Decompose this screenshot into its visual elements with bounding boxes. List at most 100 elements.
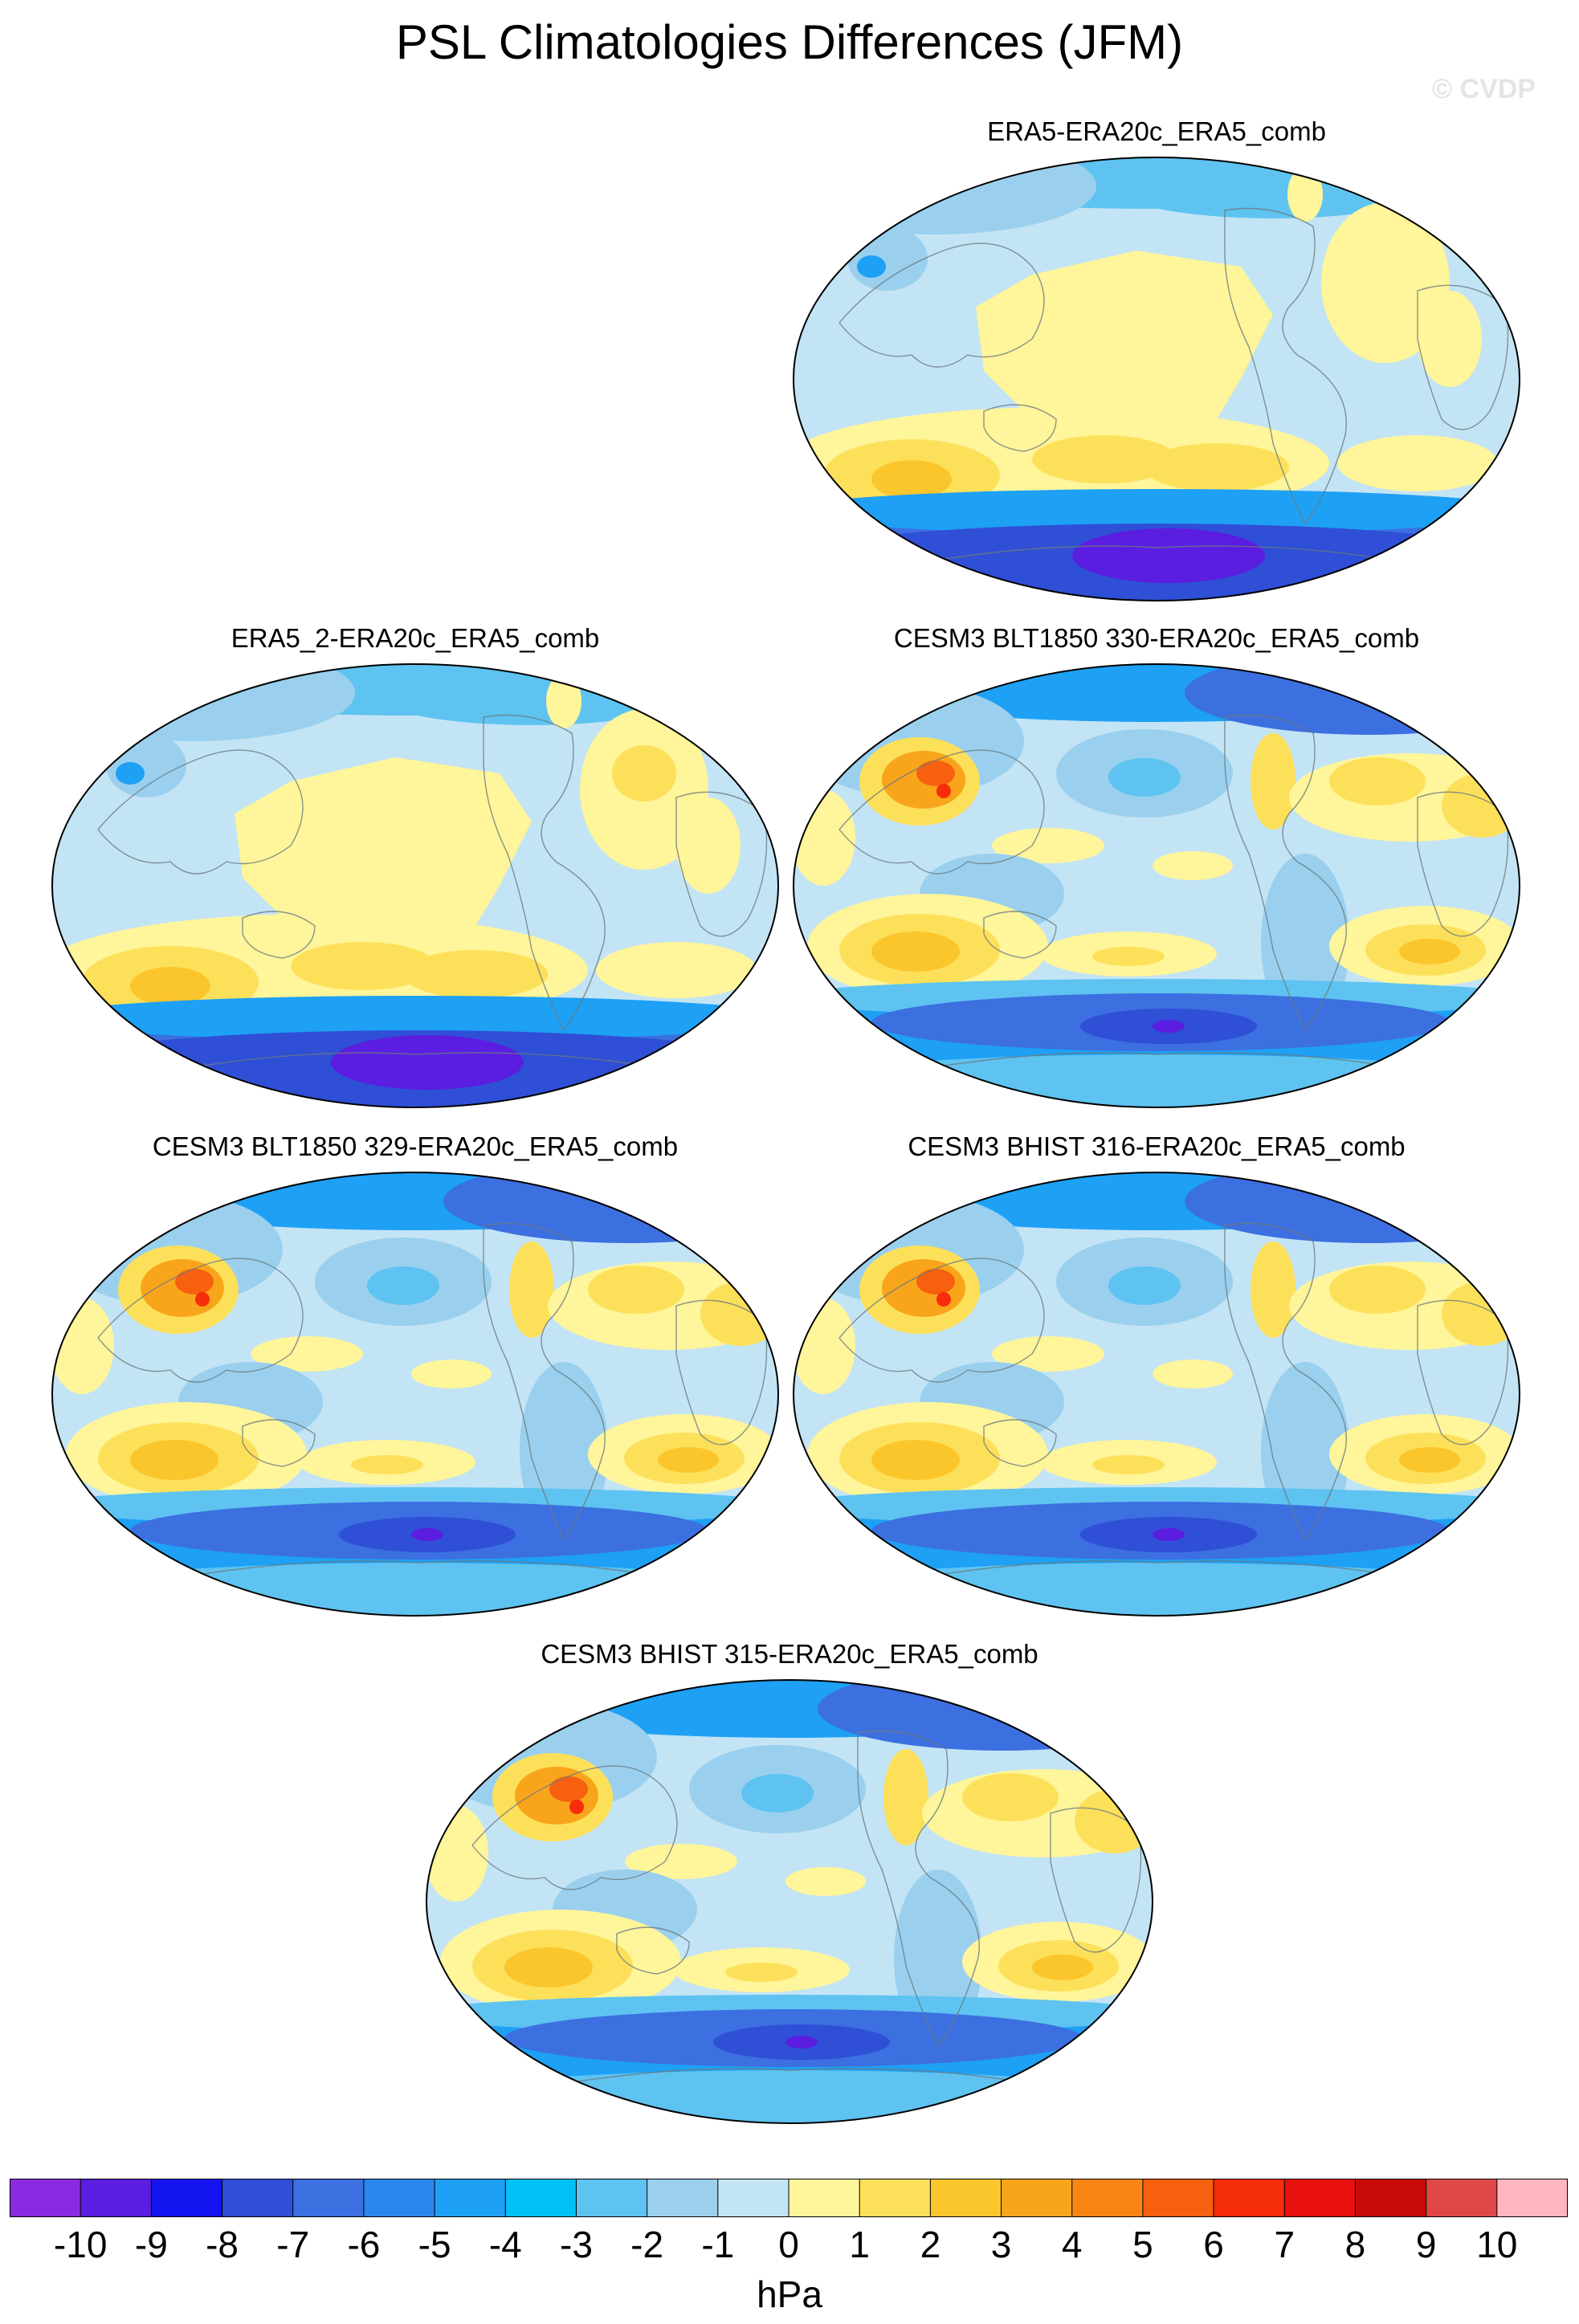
colorbar-tick-label: -10	[53, 2224, 108, 2265]
colorbar-box	[647, 2179, 719, 2217]
coastline-asia	[471, 1765, 678, 1890]
colorbar-tick-label: -6	[347, 2224, 381, 2265]
field-contour	[509, 1242, 554, 1338]
panel-title: ERA5-ERA20c_ERA5_comb	[987, 116, 1326, 146]
colorbar-box	[930, 2179, 1002, 2217]
map-canvas	[426, 1679, 1153, 2124]
field-contour	[411, 1528, 443, 1541]
coastline-asia	[97, 1258, 304, 1383]
map-border	[426, 1679, 1153, 2124]
field-contour	[976, 251, 1273, 435]
colorbar-units: hPa	[757, 2273, 822, 2315]
colorbar-tick-label: 10	[1476, 2224, 1518, 2265]
field-contour	[916, 760, 955, 786]
field-contour	[1251, 733, 1295, 830]
field-contour	[612, 745, 676, 801]
field-contour	[847, 226, 928, 291]
coastline-antarctica	[129, 1560, 709, 1588]
field-contour	[569, 1800, 584, 1814]
coastline-africa	[675, 791, 768, 937]
field-contour	[588, 1266, 684, 1314]
field-contour	[52, 1563, 778, 1616]
colorbar-box	[789, 2179, 860, 2217]
coastline-antarctica	[871, 545, 1450, 573]
map-border	[793, 663, 1520, 1108]
field-contour	[700, 1282, 778, 1346]
colorbar-tick-label: -4	[488, 2224, 522, 2265]
coastline-australia	[242, 911, 316, 959]
field-contour	[785, 1867, 866, 1896]
coastline-americas	[857, 1730, 980, 2048]
coastline-americas	[1224, 714, 1347, 1032]
field-contour	[411, 1360, 492, 1388]
colorbar-box	[505, 2179, 577, 2217]
field-contour	[936, 1292, 951, 1307]
coastline-africa	[675, 1299, 768, 1445]
field-contour	[403, 950, 548, 998]
field-contour	[871, 932, 960, 972]
field-contour	[52, 1172, 778, 1230]
field-contour	[1337, 435, 1498, 491]
field-contour	[1329, 757, 1426, 805]
map-panel-blt1850-330: CESM3 BLT1850 330-ERA20c_ERA5_comb	[791, 622, 1522, 1136]
field-contour	[130, 967, 210, 1005]
field-contour	[549, 1776, 588, 1802]
field-contour	[195, 1292, 210, 1307]
field-contour	[367, 1266, 439, 1305]
field-contour	[1399, 1447, 1460, 1473]
field-contour	[1442, 773, 1520, 838]
field-contour	[857, 255, 886, 278]
watermark: © CVDP	[1432, 74, 1536, 104]
coastline-asia	[838, 749, 1045, 875]
map-canvas	[51, 1172, 779, 1617]
colorbar-box	[859, 2179, 931, 2217]
coastline-antarctica	[871, 1052, 1450, 1079]
coastline-africa	[1417, 284, 1509, 430]
map-panel-era5-2: ERA5_2-ERA20c_ERA5_comb	[50, 622, 781, 1136]
map-panel-bhist-315: CESM3 BHIST 315-ERA20c_ERA5_comb	[424, 1638, 1155, 2152]
map-border	[793, 157, 1520, 601]
map-panel-era5: ERA5-ERA20c_ERA5_comb	[791, 116, 1522, 630]
field-contour	[426, 1680, 1153, 1738]
field-contour	[992, 828, 1104, 863]
field-contour	[1108, 1266, 1181, 1305]
coastline-americas	[1224, 1222, 1347, 1540]
colorbar-box	[222, 2179, 294, 2217]
colorbar-tick-label: 6	[1203, 2224, 1224, 2265]
field-contour	[871, 1440, 960, 1480]
coastlines	[97, 1222, 768, 1588]
figure-title: PSL Climatologies Differences (JFM)	[395, 15, 1184, 69]
panel-title: ERA5_2-ERA20c_ERA5_comb	[231, 623, 600, 653]
colorbar-box	[435, 2179, 506, 2217]
map-canvas	[793, 663, 1520, 1108]
field-contour	[794, 489, 1520, 534]
field-contour	[741, 1774, 814, 1812]
coastline-asia	[97, 749, 304, 875]
field-contour	[291, 942, 435, 990]
field-contour	[1092, 947, 1165, 966]
field-contour	[1092, 1455, 1165, 1474]
field-contour	[936, 784, 951, 798]
field-contour	[1251, 1242, 1295, 1338]
panel-title: CESM3 BHIST 316-ERA20c_ERA5_comb	[908, 1131, 1406, 1161]
colorbar-tick-label: 9	[1415, 2224, 1437, 2265]
colorbar-tick-label: 8	[1344, 2224, 1366, 2265]
field-contour	[596, 942, 757, 998]
colorbar-box	[1142, 2179, 1214, 2217]
map-border	[51, 1172, 779, 1617]
colorbar-tick-label: 3	[990, 2224, 1012, 2265]
coastline-australia	[983, 1419, 1057, 1467]
field-contour	[1418, 291, 1482, 387]
colorbar-box	[1001, 2179, 1073, 2217]
colorbar-tick-label: -1	[701, 2224, 735, 2265]
colorbar-box	[1355, 2179, 1427, 2217]
field-contour	[52, 996, 778, 1041]
map-border	[793, 1172, 1520, 1617]
colorbar-box	[151, 2179, 223, 2217]
colorbar-box	[10, 2179, 81, 2217]
coastlines	[838, 714, 1509, 1079]
coastline-australia	[983, 911, 1057, 959]
field-contour	[794, 1172, 1520, 1230]
colorbar-box	[80, 2179, 152, 2217]
coastline-africa	[1050, 1807, 1142, 1953]
